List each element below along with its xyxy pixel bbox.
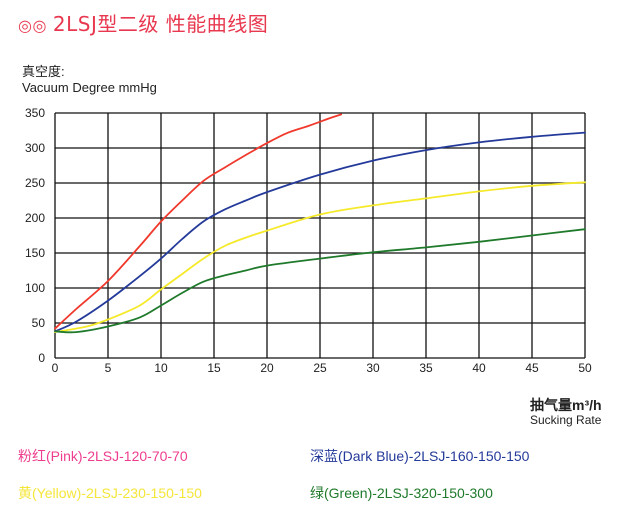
series-line-pink xyxy=(54,113,343,330)
y-tick-label: 250 xyxy=(25,176,45,190)
y-axis-title: 真空度: Vacuum Degree mmHg xyxy=(22,64,157,96)
legend-yellow: 黄(Yellow)-2LSJ-230-150-150 xyxy=(18,485,202,501)
y-axis-title-en: Vacuum Degree mmHg xyxy=(22,80,157,95)
x-axis-title-en: Sucking Rate xyxy=(530,413,602,427)
x-tick-label: 20 xyxy=(260,361,274,375)
x-tick-label: 10 xyxy=(154,361,168,375)
x-tick-label: 50 xyxy=(578,361,592,375)
legend-dark-blue: 深蓝(Dark Blue)-2LSJ-160-150-150 xyxy=(310,448,530,464)
x-axis-title: 抽气量m³/h Sucking Rate xyxy=(530,398,602,428)
y-tick-label: 200 xyxy=(25,211,45,225)
series-line-yellow xyxy=(54,181,586,333)
y-tick-label: 50 xyxy=(32,316,46,330)
y-tick-label: 150 xyxy=(25,246,45,260)
y-tick-label: 100 xyxy=(25,281,45,295)
series-line-dark-blue xyxy=(54,131,586,333)
y-tick-label: 350 xyxy=(25,106,45,120)
y-tick-label: 0 xyxy=(38,351,45,365)
x-tick-label: 40 xyxy=(472,361,486,375)
legend-pink: 粉红(Pink)-2LSJ-120-70-70 xyxy=(18,448,188,464)
x-tick-label: 15 xyxy=(207,361,221,375)
y-axis-title-cn: 真空度: xyxy=(22,64,65,79)
x-tick-label: 25 xyxy=(313,361,327,375)
legend-green: 绿(Green)-2LSJ-320-150-300 xyxy=(310,485,493,501)
x-axis-title-cn: 抽气量m³/h xyxy=(530,397,602,413)
double-circle-icon: ◎◎ xyxy=(18,16,47,35)
x-tick-label: 30 xyxy=(366,361,380,375)
chart-title: ◎◎ 2LSJ型二级 性能曲线图 xyxy=(18,8,268,37)
x-tick-label: 45 xyxy=(525,361,539,375)
x-tick-label: 35 xyxy=(419,361,433,375)
series-line-green xyxy=(54,228,586,334)
title-text: 2LSJ型二级 性能曲线图 xyxy=(52,12,269,36)
x-tick-label: 0 xyxy=(52,361,59,375)
x-tick-label: 5 xyxy=(105,361,112,375)
y-tick-label: 300 xyxy=(25,141,45,155)
